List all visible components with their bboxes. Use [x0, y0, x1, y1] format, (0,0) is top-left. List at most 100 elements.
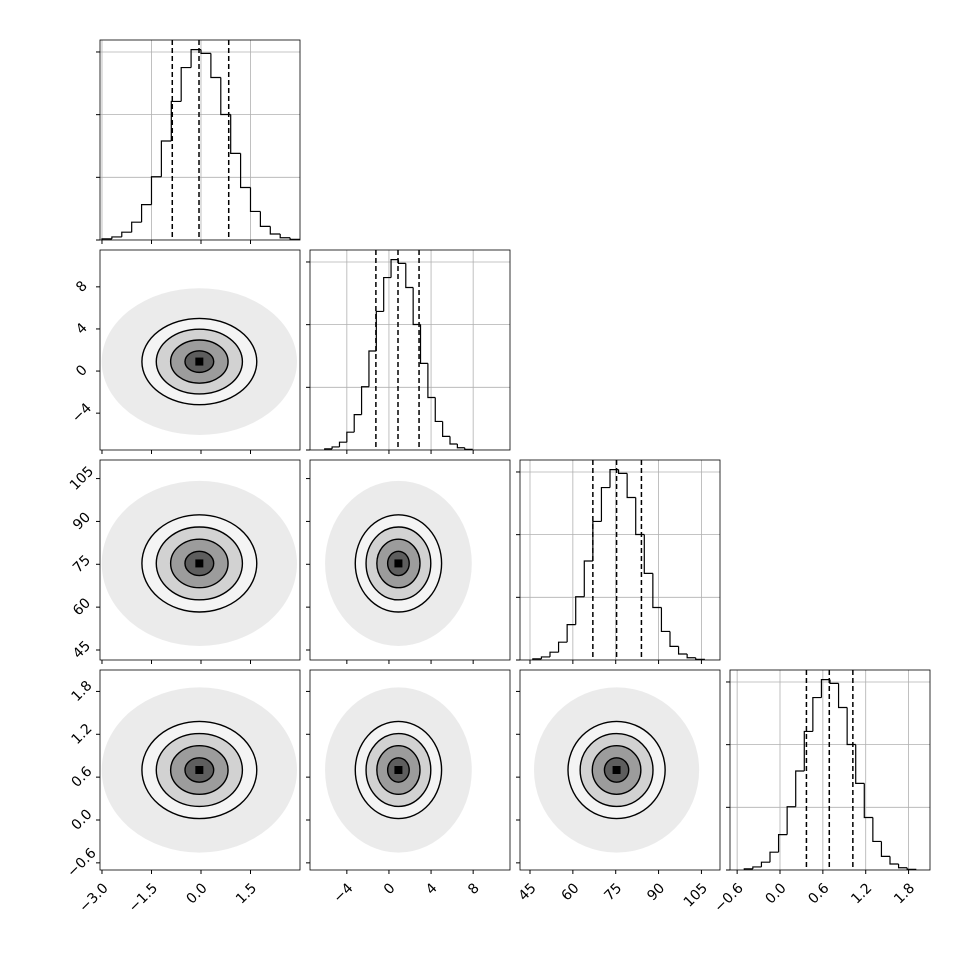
y-tick-label: 60: [70, 595, 94, 619]
y-tick-label: 8: [73, 278, 91, 296]
histogram-bin: [617, 469, 628, 474]
histogram-bin: [837, 683, 848, 709]
panel: [101, 288, 297, 435]
histogram-bin: [419, 324, 428, 364]
x-tick-label: 0.6: [805, 880, 832, 907]
x-tick-label: −4: [331, 880, 357, 906]
histogram-bin: [592, 520, 602, 561]
histogram-bin: [795, 770, 805, 807]
histogram-bin: [368, 350, 377, 387]
x-tick-label: 0.0: [763, 880, 790, 907]
histogram-bin: [442, 421, 450, 437]
x-tick-label: 60: [559, 880, 583, 904]
histogram-bin: [390, 259, 399, 278]
y-tick-label: 0.6: [68, 764, 95, 791]
histogram-bin: [846, 707, 856, 746]
panel-frame: [99, 669, 301, 871]
panel-frame: [309, 249, 511, 451]
panel-frame: [99, 249, 301, 451]
histogram-bin: [855, 744, 865, 784]
histogram-bin: [812, 696, 822, 732]
histogram-bin: [160, 140, 172, 177]
histogram-bin: [549, 651, 559, 657]
histogram-bin: [600, 486, 610, 522]
panel-frame: [309, 459, 511, 661]
histogram-bin: [456, 444, 465, 449]
y-tick-label: 4: [73, 320, 91, 338]
histogram-bin: [405, 263, 414, 289]
histogram-bin: [677, 646, 688, 655]
y-tick-label: 75: [70, 552, 94, 576]
y-tick-label: 90: [70, 509, 94, 533]
histogram-bin: [557, 641, 568, 653]
histogram-bin: [609, 469, 619, 488]
x-tick-label: 105: [681, 880, 711, 910]
histogram-bin: [131, 221, 142, 233]
histogram-bin: [760, 861, 770, 867]
panel-frame: [519, 459, 721, 661]
histogram-bin: [279, 234, 291, 239]
histogram-bin: [259, 211, 271, 227]
panel-frame: [729, 669, 931, 871]
panel-frame: [99, 39, 301, 241]
histogram-bin: [200, 49, 211, 54]
histogram-bin: [880, 841, 890, 857]
histogram-bin: [331, 446, 340, 449]
histogram-bin: [769, 851, 779, 863]
panel: [100, 40, 300, 240]
x-tick-label: 1.8: [891, 880, 918, 907]
histogram-bin: [150, 176, 162, 205]
x-tick-label: 4: [423, 880, 441, 898]
panel-frame: [99, 459, 301, 661]
x-tick-label: −1.5: [126, 880, 161, 915]
histogram-bin: [829, 679, 839, 684]
histogram-bin: [752, 866, 762, 869]
histogram-bin: [786, 806, 796, 835]
histogram-bin: [427, 363, 436, 399]
x-tick-label: 90: [644, 880, 668, 904]
histogram-bin: [540, 656, 550, 659]
histogram-bin: [566, 624, 576, 643]
histogram-bin: [140, 204, 152, 223]
density-peak: [394, 559, 403, 568]
histogram-bin: [626, 473, 636, 499]
histogram-bin: [220, 77, 231, 116]
histogram-bin: [180, 66, 192, 102]
histogram-bin: [449, 436, 458, 445]
x-tick-label: −0.6: [711, 880, 746, 915]
histogram-bin: [897, 864, 908, 869]
panel: [730, 670, 930, 870]
y-tick-label: 1.8: [68, 678, 95, 705]
panel: [534, 687, 700, 853]
x-tick-label: 8: [465, 880, 483, 898]
histogram-bin: [652, 573, 662, 609]
y-tick-label: 0: [73, 362, 91, 380]
histogram-bin: [643, 534, 653, 574]
histogram-bin: [170, 100, 182, 141]
x-tick-label: 45: [516, 880, 540, 904]
x-tick-label: 0.0: [184, 880, 211, 907]
panel: [325, 687, 472, 853]
histogram-bin: [397, 259, 406, 264]
x-tick-label: 1.5: [233, 880, 260, 907]
panel: [310, 250, 510, 450]
y-tick-label: −0.6: [64, 845, 99, 880]
panel-frame: [309, 669, 511, 871]
histogram-bin: [635, 497, 645, 536]
histogram-bin: [872, 817, 882, 843]
histogram-bin: [777, 834, 788, 853]
histogram-bin: [239, 153, 251, 189]
histogram-bin: [583, 560, 593, 597]
histogram-bin: [190, 49, 201, 68]
histogram-bin: [412, 287, 421, 326]
y-tick-label: 0.0: [68, 806, 95, 833]
y-tick-label: 1.2: [68, 721, 95, 748]
histogram-bin: [249, 187, 261, 213]
histogram-bin: [360, 386, 369, 415]
histogram-bin: [289, 237, 300, 240]
histogram-bin: [660, 607, 670, 633]
density-peak: [195, 766, 204, 774]
x-tick-label: 0: [381, 880, 399, 898]
histogram-bin: [434, 397, 443, 423]
